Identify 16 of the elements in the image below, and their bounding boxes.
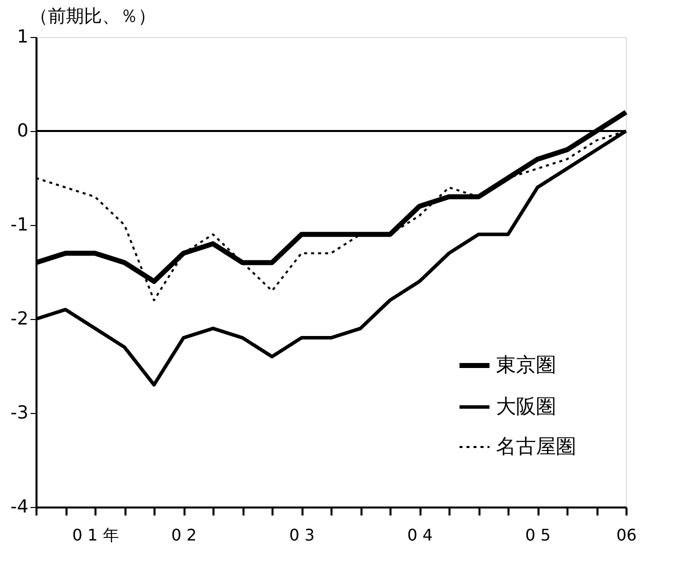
y-tick-label: 0 [17, 120, 28, 142]
y-tick-label: 1 [17, 26, 28, 48]
y-tick-label: -2 [10, 308, 28, 330]
y-tick-label: -1 [10, 214, 28, 236]
x-tick-label: 06 [616, 526, 637, 544]
x-tick-label: 0 4 [407, 526, 433, 544]
x-tick-label: 0 2 [171, 526, 197, 544]
y-tick-label: -3 [10, 402, 28, 424]
legend-label: 名古屋圏 [496, 434, 576, 458]
legend-label: 大阪圏 [496, 394, 556, 418]
x-tick-label: 0 1 年 [72, 526, 119, 544]
x-tick-label: 0 5 [525, 526, 551, 544]
legend-label: 東京圏 [496, 352, 556, 376]
y-axis-title: （前期比、％） [30, 6, 156, 27]
y-tick-label: -4 [10, 496, 28, 518]
x-tick-label: 0 3 [289, 526, 315, 544]
